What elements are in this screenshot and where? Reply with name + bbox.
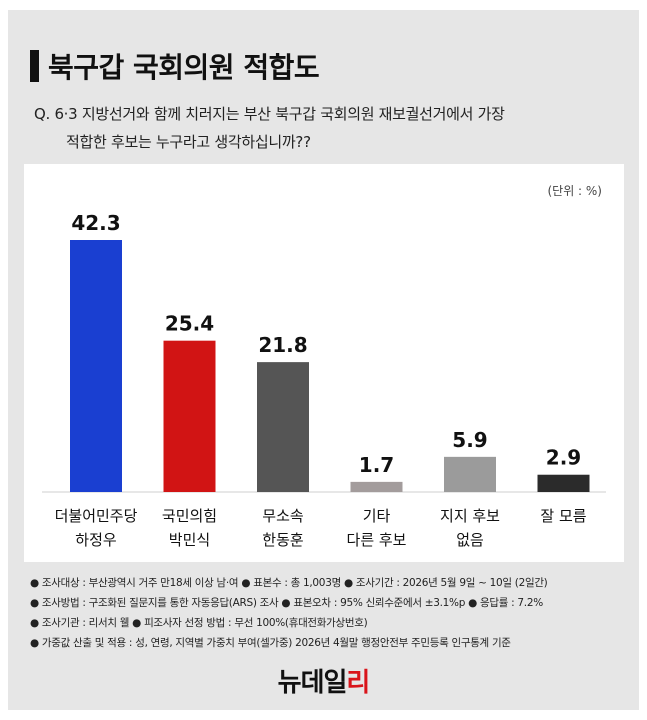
bar <box>537 474 590 492</box>
category-label: 잘 모름 <box>540 507 586 525</box>
category-label: 다른 후보 <box>347 531 407 549</box>
category-label: 하정우 <box>75 531 117 549</box>
publisher-logo: 뉴데일리 <box>0 662 647 699</box>
note-line: ● 조사대상 : 부산광역시 거주 만18세 이상 남·여 ● 표본수 : 총 … <box>30 577 548 589</box>
category-label: 국민의힘 <box>162 507 217 525</box>
bar <box>70 240 122 492</box>
note-line: ● 조사기관 : 리서치 웰 ● 피조사자 선정 방법 : 무선 100%(휴대… <box>30 617 368 629</box>
category-label: 없음 <box>456 531 484 549</box>
data-label: 25.4 <box>165 312 214 336</box>
data-label: 5.9 <box>452 428 487 452</box>
bar <box>163 340 216 492</box>
bar <box>444 456 496 492</box>
logo-accent: 리 <box>346 668 370 698</box>
category-label: 기타 <box>363 507 391 525</box>
logo-main: 뉴데일 <box>277 668 348 698</box>
data-label: 21.8 <box>258 333 307 357</box>
data-label: 42.3 <box>71 211 120 235</box>
category-label: 지지 후보 <box>440 507 500 525</box>
note-line: ● 조사방법 : 구조화된 질문지를 통한 자동응답(ARS) 조사 ● 표본오… <box>30 597 543 609</box>
data-label: 2.9 <box>546 446 581 470</box>
bar <box>257 362 309 492</box>
question-line-1: Q. 6·3 지방선거와 함께 치러지는 부산 북구갑 국회의원 재보궐선거에서… <box>34 105 505 123</box>
category-label: 한동훈 <box>262 531 303 549</box>
note-line: ● 가중값 산출 및 적용 : 성, 연령, 지역별 가중치 부여(셀가중) 2… <box>30 637 511 649</box>
data-label: 1.7 <box>359 453 394 477</box>
unit-label: (단위 : %) <box>547 184 602 198</box>
bar <box>350 481 403 492</box>
title-marker <box>30 50 39 82</box>
survey-notes: ● 조사대상 : 부산광역시 거주 만18세 이상 남·여 ● 표본수 : 총 … <box>30 573 630 653</box>
page-title: 북구갑 국회의원 적합도 <box>48 51 320 84</box>
survey-question: Q. 6·3 지방선거와 함께 치러지는 부산 북구갑 국회의원 재보궐선거에서… <box>34 100 624 156</box>
category-label: 무소속 <box>262 507 304 525</box>
category-label: 더불어민주당 <box>55 507 138 525</box>
question-line-2: 적합한 후보는 누구라고 생각하십니까?? <box>66 133 311 151</box>
category-label: 박민식 <box>169 531 210 549</box>
